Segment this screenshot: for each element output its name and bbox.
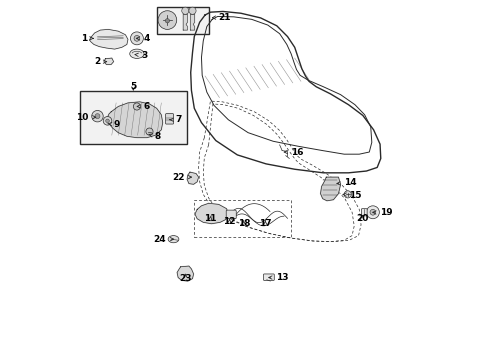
Text: 19: 19 [372,208,392,217]
Polygon shape [89,30,128,49]
Text: 21: 21 [212,13,231,22]
Polygon shape [190,14,194,30]
FancyBboxPatch shape [361,209,366,216]
Text: 16: 16 [284,148,303,157]
Circle shape [92,111,103,122]
Text: 23: 23 [179,274,191,283]
Text: 2: 2 [94,57,106,66]
Text: 1: 1 [81,34,93,43]
Text: 4: 4 [136,34,149,43]
Text: 18: 18 [237,219,249,228]
Circle shape [133,103,140,110]
Text: 6: 6 [137,102,149,111]
Polygon shape [183,14,187,30]
Bar [156,7,208,34]
Text: 20: 20 [355,214,367,223]
Circle shape [95,114,100,119]
Text: 15: 15 [342,190,361,199]
Text: 5: 5 [130,82,136,91]
Text: 11: 11 [204,214,216,223]
Circle shape [145,128,153,135]
Text: 8: 8 [148,132,160,141]
Polygon shape [177,266,193,281]
Text: 14: 14 [336,178,356,187]
FancyBboxPatch shape [226,210,236,219]
Circle shape [165,19,169,23]
Polygon shape [107,102,163,138]
Circle shape [134,36,140,41]
Text: 10: 10 [76,113,96,122]
Text: 22: 22 [171,173,191,182]
Circle shape [105,119,109,123]
FancyBboxPatch shape [263,274,274,280]
Polygon shape [320,177,340,201]
Text: 3: 3 [135,51,147,60]
Text: 13: 13 [268,273,288,282]
Ellipse shape [168,235,179,243]
Ellipse shape [129,49,144,58]
Circle shape [344,191,351,198]
Circle shape [369,210,375,215]
Circle shape [366,206,379,219]
Circle shape [188,7,196,14]
Circle shape [182,7,188,14]
Text: 12: 12 [223,217,235,226]
Polygon shape [187,172,198,184]
Circle shape [158,11,176,30]
Polygon shape [104,58,113,64]
Circle shape [130,32,143,45]
Bar [80,91,187,144]
Circle shape [103,117,112,125]
Text: 17: 17 [259,219,271,228]
Text: 24: 24 [153,235,173,244]
Text: 7: 7 [169,115,182,124]
Text: 9: 9 [108,120,120,129]
Polygon shape [195,203,228,224]
FancyBboxPatch shape [165,114,173,124]
